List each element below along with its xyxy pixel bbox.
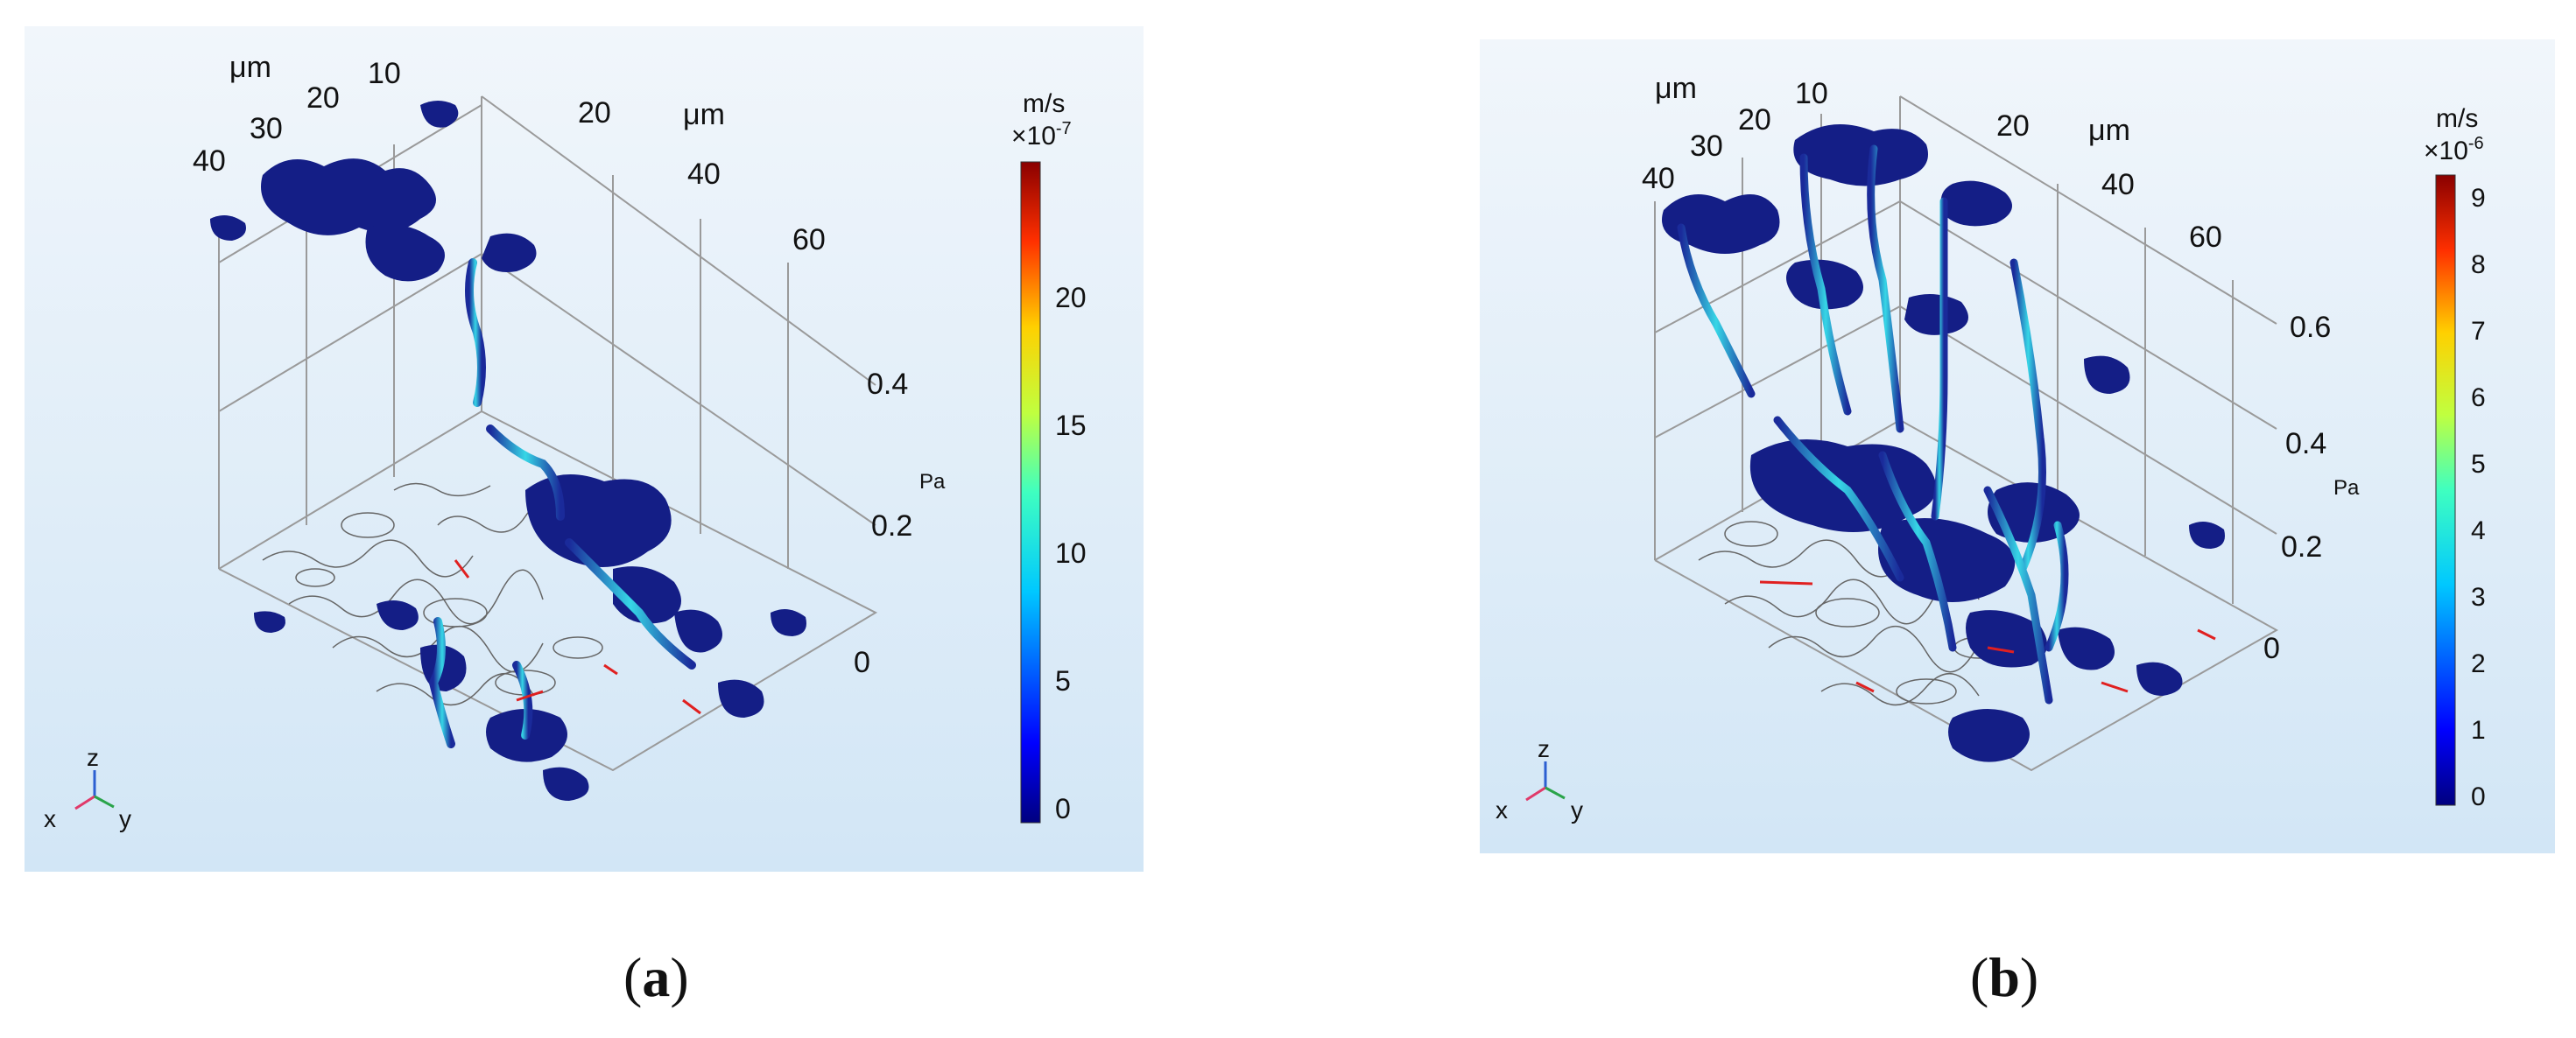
panel-b-pore-network bbox=[1662, 124, 2225, 762]
panel-a-axis-z-tick-0: 0.4 bbox=[867, 368, 908, 401]
panel-a-caption: (a) bbox=[623, 946, 689, 1008]
panel-b-colorbar-tick-6: 6 bbox=[2471, 383, 2486, 412]
panel-b-axis-z-tick-1: 0.4 bbox=[2285, 427, 2326, 460]
panel-a-flow-arrows bbox=[454, 559, 701, 715]
panel-b-axis-z-tick-0: 0.6 bbox=[2290, 311, 2331, 344]
panel-a-axis-left-unit: μm bbox=[229, 51, 271, 84]
panel-a-colorbar-tick-15: 15 bbox=[1055, 410, 1087, 441]
panel-b-triad-x: x bbox=[1496, 796, 1508, 824]
panel-b-caption-letter: b bbox=[1988, 946, 2020, 1008]
panel-b-colorbar-ticks: 9 8 7 6 5 4 3 2 1 0 bbox=[2471, 184, 2486, 811]
panel-a-axis-z-unit: Pa bbox=[919, 470, 946, 494]
panel-a-colorbar bbox=[1020, 161, 1041, 824]
panel-b-axis-left-unit: μm bbox=[1655, 72, 1697, 105]
panel-a-axis-triad: z x y bbox=[44, 744, 131, 832]
panel-a-colorbar-tick-10: 10 bbox=[1055, 537, 1087, 569]
panel-b-axis-right-tick-1: 40 bbox=[2101, 168, 2135, 201]
panel-b-colorbar-tick-9: 9 bbox=[2471, 184, 2486, 213]
panel-a-axis-z-tick-1: 0.2 bbox=[871, 509, 912, 543]
panel-b-axis-left-tick-1: 30 bbox=[1690, 130, 1723, 163]
panel-a-triad-y: y bbox=[119, 805, 131, 832]
panel-a-flow-channels bbox=[428, 258, 696, 748]
panel-a-axis-right-unit: μm bbox=[683, 98, 725, 131]
panel-b: μm 40 30 20 10 20 μm 40 60 0.6 0.4 Pa 0.… bbox=[1480, 39, 2555, 853]
panel-a-axis-right-tick-2: 60 bbox=[792, 223, 826, 256]
panel-a-axis-z-tick-2: 0 bbox=[854, 646, 870, 679]
panel-a-axis-left-tick-3: 10 bbox=[368, 57, 401, 90]
panel-a-colorbar-scale-base: ×10 bbox=[1011, 122, 1056, 151]
panel-b-axis-z-tick-3: 0 bbox=[2263, 632, 2280, 665]
panel-b-axis-left-tick-2: 20 bbox=[1738, 103, 1771, 137]
panel-b-colorbar-scale-base: ×10 bbox=[2424, 137, 2468, 165]
panel-b-axis-z-tick-2: 0.2 bbox=[2281, 530, 2322, 564]
panel-a-colorbar-tick-20: 20 bbox=[1055, 282, 1087, 313]
panel-b-flow-channels bbox=[1677, 144, 2069, 705]
panel-a-colorbar-unit: m/s bbox=[1023, 89, 1065, 118]
panel-a-triad-z: z bbox=[87, 744, 99, 771]
panel-a-axis-left-tick-2: 20 bbox=[306, 81, 340, 115]
panel-b-colorbar bbox=[2435, 174, 2456, 806]
panel-a-colorbar-ticks: 20 15 10 5 0 bbox=[1055, 282, 1087, 824]
panel-b-colorbar-tick-8: 8 bbox=[2471, 250, 2486, 279]
panel-b-axis-triad: z x y bbox=[1496, 735, 1583, 824]
panel-a-axis-left-tick-1: 30 bbox=[250, 112, 283, 145]
panel-b-caption: (b) bbox=[1970, 946, 2039, 1008]
panel-a-colorbar-tick-0: 0 bbox=[1055, 793, 1071, 824]
panel-b-colorbar-tick-1: 1 bbox=[2471, 716, 2486, 745]
panel-a-background bbox=[25, 26, 1144, 872]
panel-a: μm 40 30 20 10 20 μm 40 60 0.4 Pa 0.2 0 … bbox=[25, 26, 1144, 872]
panel-a-triad-x: x bbox=[44, 805, 56, 832]
panel-b-colorbar-tick-2: 2 bbox=[2471, 649, 2486, 678]
panel-a-axis-right-tick-1: 40 bbox=[687, 158, 721, 191]
panel-b-triad-y: y bbox=[1571, 796, 1583, 824]
panel-a-axis-frame bbox=[218, 95, 878, 772]
panel-b-colorbar-tick-0: 0 bbox=[2471, 782, 2486, 811]
panel-a-colorbar-scale-exp: -7 bbox=[1056, 119, 1072, 138]
panel-b-colorbar-tick-5: 5 bbox=[2471, 450, 2486, 479]
panel-b-colorbar-tick-3: 3 bbox=[2471, 583, 2486, 612]
panel-b-axis-right-tick-2: 60 bbox=[2189, 221, 2222, 254]
panel-a-caption-letter: a bbox=[642, 946, 671, 1008]
panel-b-colorbar-tick-4: 4 bbox=[2471, 516, 2486, 545]
panel-a-colorbar-tick-5: 5 bbox=[1055, 665, 1071, 697]
panel-a-axis-left-tick-0: 40 bbox=[193, 144, 226, 178]
panel-b-axis-left-tick-3: 10 bbox=[1795, 77, 1828, 110]
panel-b-axis-right-unit: μm bbox=[2088, 114, 2130, 147]
panel-b-axis-z-unit: Pa bbox=[2333, 476, 2360, 500]
panel-b-axis-right-tick-0: 20 bbox=[1996, 109, 2030, 143]
panel-b-flow-arrows bbox=[1759, 580, 2216, 693]
panel-b-colorbar-tick-7: 7 bbox=[2471, 317, 2486, 346]
panel-b-triad-z: z bbox=[1538, 735, 1550, 762]
panel-a-axis-right-tick-0: 20 bbox=[578, 96, 611, 130]
panel-b-colorbar-scale-exp: -6 bbox=[2468, 134, 2484, 153]
panel-b-colorbar-scale: ×10-6 bbox=[2424, 134, 2484, 165]
panel-b-colorbar-unit: m/s bbox=[2436, 104, 2478, 133]
panel-a-colorbar-scale: ×10-7 bbox=[1011, 119, 1072, 151]
panel-b-axis-left-tick-0: 40 bbox=[1642, 162, 1675, 195]
